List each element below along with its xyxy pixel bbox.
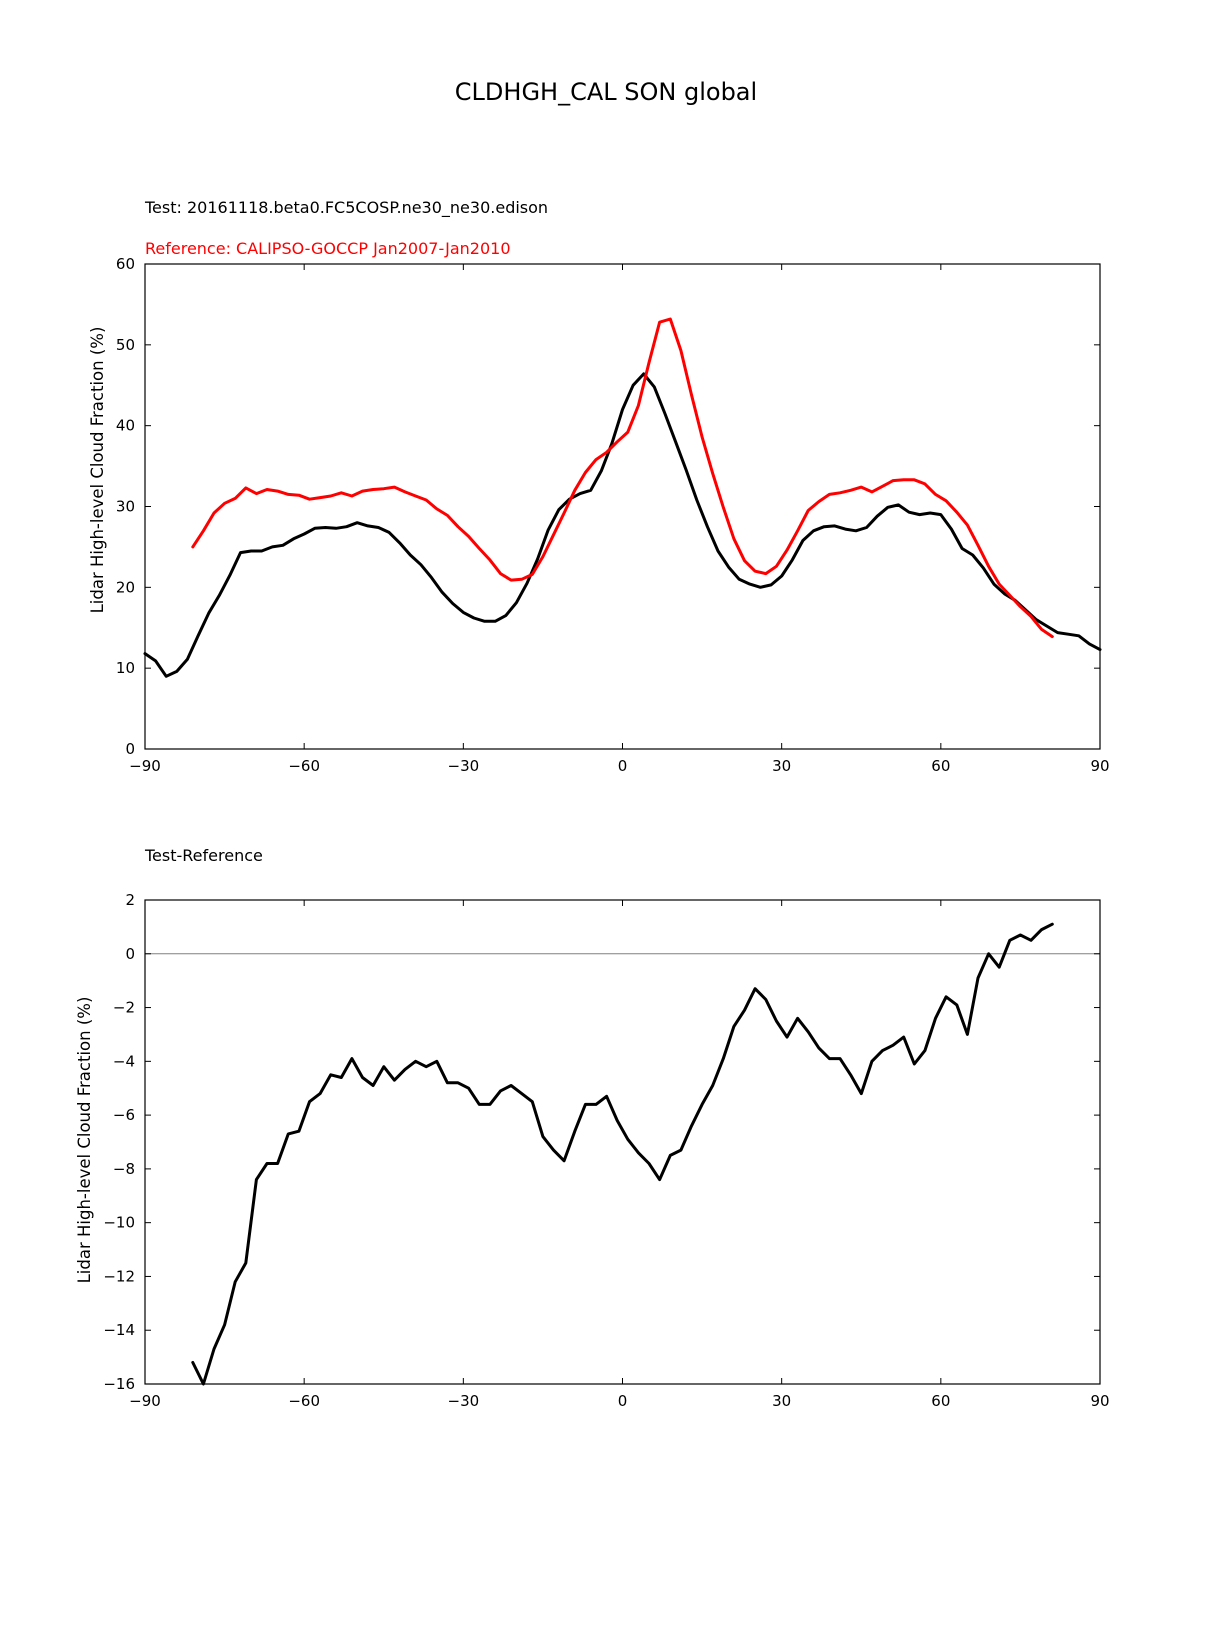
top-x-tick-label: −90 — [129, 757, 161, 775]
bottom-x-tick-label: 0 — [618, 1392, 628, 1410]
top-y-tick-label: 60 — [116, 255, 135, 273]
bottom-plot: Test-Reference Lidar High-level Cloud Fr… — [75, 846, 1110, 1410]
bottom-y-axis-label: Lidar High-level Cloud Fraction (%) — [75, 997, 94, 1284]
bottom-series-test-reference — [191, 922, 1054, 1386]
top-y-tick-label: 50 — [116, 336, 135, 354]
bottom-y-tick-label: −4 — [113, 1052, 135, 1070]
top-y-tick-label: 10 — [116, 659, 135, 677]
bottom-y-tick-label: −10 — [103, 1214, 135, 1232]
bottom-x-tick-label: −90 — [129, 1392, 161, 1410]
bottom-y-tick-label: −2 — [113, 999, 135, 1017]
bottom-x-tick-label: −60 — [288, 1392, 320, 1410]
top-x-tick-label: 60 — [931, 757, 950, 775]
bottom-x-tick-label: 30 — [772, 1392, 791, 1410]
top-x-tick-label: −60 — [288, 757, 320, 775]
bottom-y-tick-label: −12 — [103, 1267, 135, 1285]
top-x-tick-label: −30 — [448, 757, 480, 775]
reference-label: Reference: CALIPSO-GOCCP Jan2007-Jan2010 — [145, 239, 511, 258]
bottom-y-tick-label: 2 — [125, 891, 135, 909]
bottom-x-tick-label: −30 — [448, 1392, 480, 1410]
bottom-y-tick-label: −8 — [113, 1160, 135, 1178]
top-series-reference — [191, 317, 1054, 639]
top-x-tick-label: 30 — [772, 757, 791, 775]
bottom-y-tick-label: 0 — [125, 945, 135, 963]
top-y-axis-label: Lidar High-level Cloud Fraction (%) — [88, 327, 107, 614]
figure-title: CLDHGH_CAL SON global — [455, 78, 757, 106]
top-y-tick-label: 20 — [116, 578, 135, 596]
test-label: Test: 20161118.beta0.FC5COSP.ne30_ne30.e… — [144, 198, 548, 218]
bottom-x-tick-label: 60 — [931, 1392, 950, 1410]
bottom-y-tick-label: −6 — [113, 1106, 135, 1124]
top-x-tick-label: 0 — [618, 757, 628, 775]
difference-title: Test-Reference — [144, 846, 263, 865]
bottom-y-tick-label: −16 — [103, 1375, 135, 1393]
bottom-y-tick-label: −14 — [103, 1321, 135, 1339]
top-series-test — [143, 372, 1102, 678]
top-y-tick-label: 0 — [125, 740, 135, 758]
bottom-x-tick-label: 90 — [1090, 1392, 1109, 1410]
top-y-tick-label: 30 — [116, 498, 135, 516]
top-x-tick-label: 90 — [1090, 757, 1109, 775]
top-plot: Test: 20161118.beta0.FC5COSP.ne30_ne30.e… — [88, 198, 1110, 775]
top-y-tick-label: 40 — [116, 417, 135, 435]
